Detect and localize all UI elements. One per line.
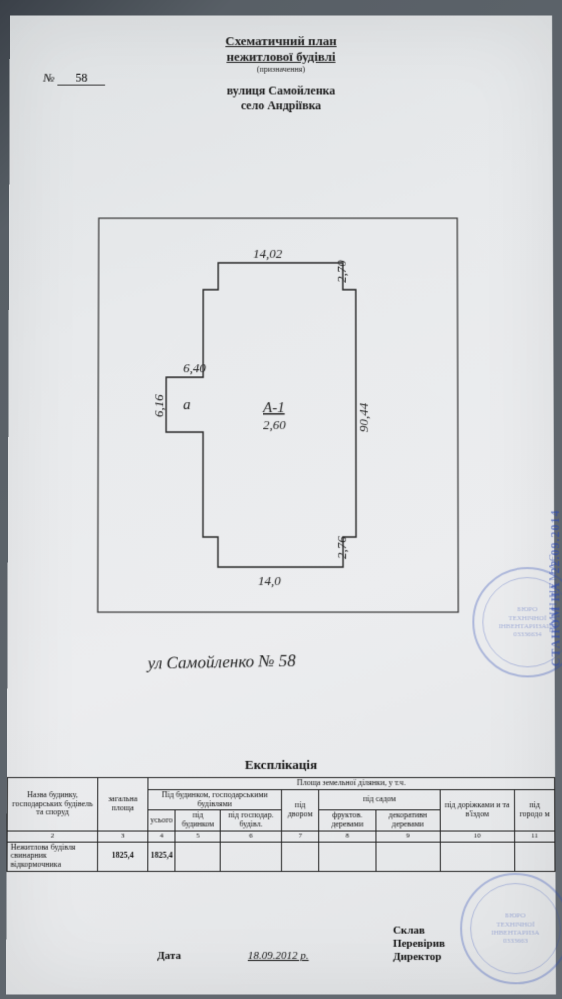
col-garden-group: під садом: [319, 789, 440, 810]
doc-number-label: №: [43, 71, 54, 85]
building-outline: [166, 263, 356, 567]
dim-left-ext-side: 6,16: [151, 394, 166, 417]
center-label: А-1: [262, 400, 285, 416]
director-label: Директор: [393, 951, 445, 963]
explication-title: Експлікація: [7, 757, 555, 773]
dim-bottom-right-v: 2,76: [334, 536, 349, 559]
dim-left-ext-top: 6,40: [183, 360, 206, 375]
row1-all: 1825,4: [148, 842, 175, 872]
document-number: № 58: [43, 71, 105, 86]
col-decor: декоративн деревами: [376, 810, 440, 831]
title-line-2: нежитлової будівлі: [10, 49, 553, 65]
explication-table-wrap: Назва будинку, господарських будівель та…: [7, 777, 556, 872]
col-yard: під двором: [281, 789, 319, 831]
document-page: № 58 Схематичний план нежитлової будівлі…: [6, 16, 556, 995]
signature-block: Склав Перевірив Директор: [393, 925, 445, 964]
doc-number-value: 58: [58, 71, 106, 86]
dim-right-side: 90,44: [356, 402, 371, 432]
made-by-label: Склав: [393, 925, 445, 937]
street-line: вулиця Самойленка: [10, 84, 553, 99]
date-value: 18.09.2012 р.: [248, 950, 309, 962]
village-line: село Андріївка: [10, 98, 553, 113]
col-under-group: Під будинком, господарськими будівлями: [148, 789, 282, 810]
explication-table: Назва будинку, господарських будівель та…: [7, 777, 556, 872]
col-name: Назва будинку, господарських будівель та…: [7, 778, 98, 831]
col-under-all: усього: [148, 810, 175, 831]
table-header-row-1: Назва будинку, господарських будівель та…: [7, 778, 554, 790]
row1-name: Нежитлова будівля свинарник відкормочник…: [7, 842, 98, 872]
col-total: загальна площа: [98, 778, 148, 831]
document-footer: Дата 18.09.2012 р. Склав Перевірив Дирек…: [157, 950, 455, 964]
stamp-2-text: БЮРО ТЕХНІЧНОЇ ІНВЕНТАРИЗА 0333663: [477, 897, 554, 959]
col-fruit: фруктов. деревами: [319, 810, 376, 831]
plan-svg: 14,02 2,70 6,40 6,16 90,44 14,0 2,76 а А…: [88, 208, 469, 622]
col-area-group: Площа земельної ділянки, у т.ч.: [148, 778, 555, 790]
dim-top: 14,02: [253, 246, 283, 261]
col-under-bldg: під будинком: [175, 810, 220, 831]
center-value: 2,60: [263, 417, 286, 432]
dim-bottom: 14,0: [258, 573, 281, 588]
table-colnum-row: 2 3 4 5 6 7 8 9 10 11: [7, 831, 555, 842]
table-data-row-1: Нежитлова будівля свинарник відкормочник…: [7, 842, 555, 872]
col-garden2: під городо м: [514, 789, 554, 831]
col-paths: під доріжками и та в'їздом: [440, 789, 515, 831]
title-line-1: Схематичний план: [10, 33, 552, 49]
handwritten-address: ул Самойленко № 58: [148, 651, 296, 674]
schematic-plan: 14,02 2,70 6,40 6,16 90,44 14,0 2,76 а А…: [88, 208, 469, 622]
date-label: Дата: [157, 950, 217, 962]
col-under-hosp: під господар. будівл.: [220, 810, 281, 831]
dim-top-right-v: 2,70: [334, 260, 349, 283]
row1-total: 1825,4: [98, 842, 148, 872]
official-stamp-2: БЮРО ТЕХНІЧНОЇ ІНВЕНТАРИЗА 0333663: [460, 873, 562, 984]
official-stamp-1: БЮРО ТЕХНІЧНОЇ ІНВЕНТАРИЗАЦІЇ 03336634: [472, 567, 562, 677]
checked-by-label: Перевірив: [393, 938, 445, 950]
stamp-1-text: БЮРО ТЕХНІЧНОЇ ІНВЕНТАРИЗАЦІЇ 03336634: [484, 591, 562, 653]
ext-label: а: [183, 397, 191, 413]
document-header: Схематичний план нежитлової будівлі (при…: [10, 16, 553, 114]
